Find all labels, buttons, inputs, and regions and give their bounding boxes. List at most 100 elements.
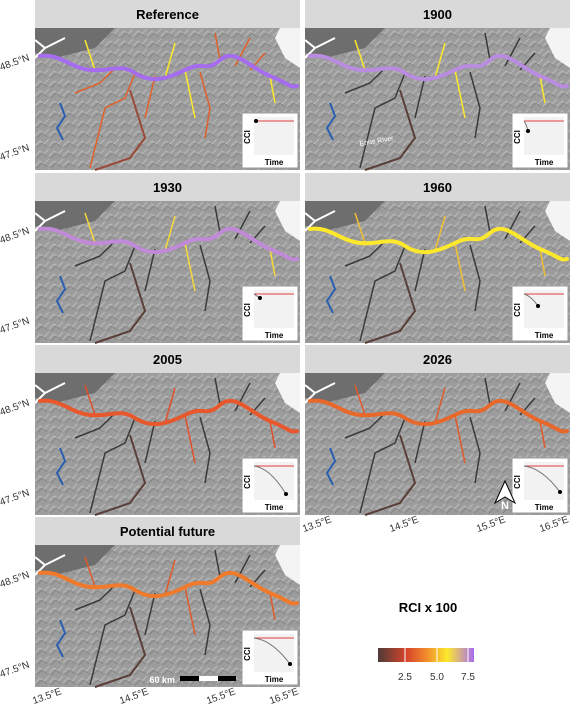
legend-tick-label: 7.5 <box>461 672 475 683</box>
panel-title: 2005 <box>153 352 182 367</box>
inset-y-label: CCI <box>243 647 252 661</box>
tributary-blue <box>55 447 67 486</box>
tributary <box>454 414 466 464</box>
inset: CCI Time <box>241 457 299 514</box>
lake <box>545 201 570 241</box>
upper-terrain <box>305 201 385 231</box>
tributary <box>164 387 176 424</box>
inset-y-label: CCI <box>513 130 522 144</box>
panel-header <box>305 345 570 373</box>
tributary <box>354 384 366 416</box>
tributary <box>354 39 366 71</box>
inset-x-label: Time <box>535 503 554 512</box>
lat-label: 47.5°N <box>0 315 31 336</box>
cci-point <box>254 119 258 123</box>
legend-tick-label: 2.5 <box>398 672 412 683</box>
inset-y-label: CCI <box>243 130 252 144</box>
tributary <box>504 382 521 412</box>
map: CCI Time N <box>304 373 570 516</box>
map: CCI Time 60 km <box>34 545 300 688</box>
tributary-dark <box>94 606 147 688</box>
tributary <box>269 420 276 449</box>
inset: CCI Time <box>241 629 299 686</box>
tributary <box>454 242 466 292</box>
cci-curve <box>253 465 287 495</box>
tributary <box>199 71 211 139</box>
lake <box>275 201 300 241</box>
inset-plot <box>254 117 294 155</box>
tributary <box>234 554 251 584</box>
tributary <box>414 420 426 464</box>
cci-curve <box>523 465 561 493</box>
tributary <box>84 39 96 71</box>
upper-terrain <box>35 373 115 403</box>
tributary <box>469 244 481 312</box>
main-river <box>38 226 299 262</box>
tributary <box>234 210 251 240</box>
panel-header <box>305 173 570 201</box>
lon-label: 14.5°E <box>118 686 150 707</box>
tributary <box>484 32 491 61</box>
panel-title: Potential future <box>120 524 215 539</box>
tributary <box>539 75 546 104</box>
tributary <box>269 75 276 104</box>
inset-plot <box>254 290 294 328</box>
cci-point <box>536 304 540 308</box>
inset-plot <box>524 290 564 328</box>
panel-header <box>35 517 300 545</box>
legend-tick-label: 5.0 <box>430 672 444 683</box>
north-label: N <box>501 500 509 512</box>
lake <box>275 373 300 413</box>
inset-x-label: Time <box>265 331 284 340</box>
tributary <box>184 414 196 464</box>
colorbar <box>378 648 474 662</box>
panel-header <box>35 0 300 28</box>
cci-curve <box>253 637 291 665</box>
lon-label: 13.5°E <box>301 514 333 535</box>
upper-terrain <box>305 28 385 58</box>
tributary <box>89 72 136 169</box>
cci-point <box>284 492 288 496</box>
panel-header <box>305 0 570 28</box>
danube-upstream <box>34 382 66 404</box>
tributary <box>269 592 276 621</box>
tributary <box>359 417 406 514</box>
tributary <box>89 417 136 514</box>
tributary <box>269 248 276 277</box>
lon-label: 16.5°E <box>538 514 570 535</box>
lon-label: 13.5°E <box>31 686 63 707</box>
tributary <box>539 420 546 449</box>
panel-title: 2026 <box>423 352 452 367</box>
cci-point <box>258 296 262 300</box>
tributary <box>89 245 136 342</box>
inset-x-label: Time <box>265 675 284 684</box>
lon-label: 15.5°E <box>205 686 237 707</box>
lat-label: 48.5°N <box>0 52 31 73</box>
tributary <box>199 588 211 656</box>
north-arrow-shape <box>493 479 517 505</box>
inset-y-label: CCI <box>243 303 252 317</box>
lake <box>275 28 300 68</box>
danube-upstream <box>34 554 66 576</box>
lat-label: 48.5°N <box>0 397 31 418</box>
tributary <box>354 212 366 244</box>
legend-title: RCI x 100 <box>399 600 458 615</box>
tributary <box>469 416 481 484</box>
tributary <box>214 549 221 578</box>
tributary-dark <box>94 434 147 516</box>
lat-label: 47.5°N <box>0 142 31 163</box>
tributary <box>74 67 116 94</box>
tributary <box>84 212 96 244</box>
tributary <box>89 589 136 686</box>
lon-label: 14.5°E <box>388 514 420 535</box>
cci-point <box>288 662 292 666</box>
inset: CCI Time <box>511 285 569 342</box>
tributary <box>144 248 156 292</box>
tributary <box>504 210 521 240</box>
tributary <box>344 67 386 94</box>
lake <box>545 28 570 68</box>
tributary-blue <box>55 102 67 141</box>
